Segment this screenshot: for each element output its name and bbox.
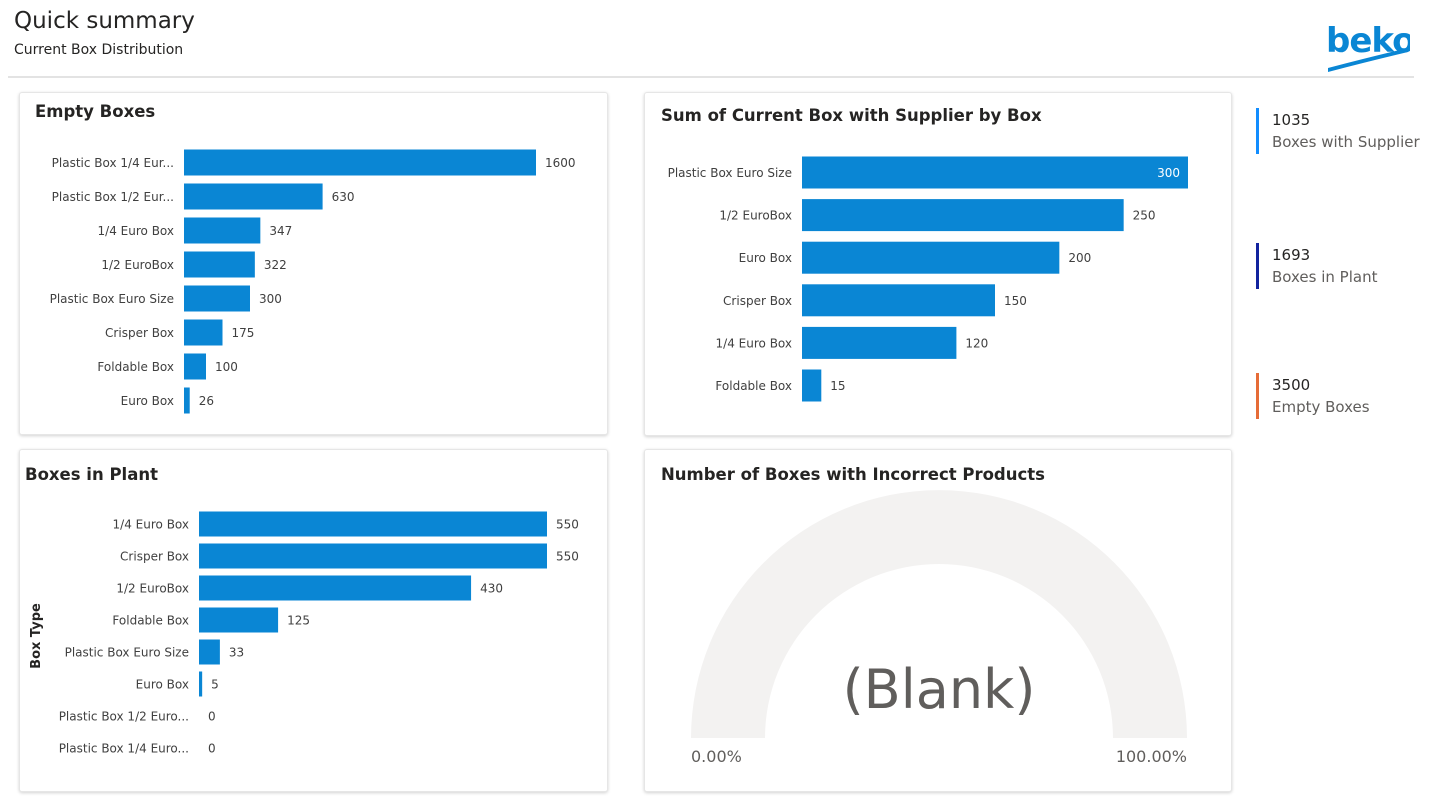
data-label: 0 [208,710,216,724]
bar[interactable] [184,183,323,210]
category-label: Plastic Box 1/2 Euro... [59,710,189,724]
bar[interactable] [184,285,250,312]
gauge-min-label: 0.00% [691,747,742,766]
category-label: Plastic Box 1/2 Eur... [52,190,174,204]
kpi-accent [1256,108,1259,154]
data-label: 250 [1133,209,1156,223]
svg-text:beko: beko [1326,21,1410,61]
data-label: 100 [215,360,238,374]
beko-logo: beko [1326,18,1415,76]
bar[interactable] [184,251,255,278]
category-label: Foldable Box [715,379,792,393]
boxes-in-plant-card[interactable]: Boxes in Plant 1/4 Euro Box 550 Crisper Bo… [19,449,608,792]
bar[interactable] [802,369,822,402]
data-label: 550 [556,518,579,532]
data-label: 430 [480,582,503,596]
gauge-max-label: 100.00% [1116,747,1187,766]
bar[interactable] [802,284,995,317]
incorrect-products-gauge: (Blank) 0.00% 100.00% [691,490,1187,766]
card-title: Sum of Current Box with Supplier by Box [661,106,1042,125]
bar[interactable] [199,639,220,665]
data-label: 15 [830,379,845,393]
card-title: Empty Boxes [35,102,156,121]
gauge-value: (Blank) [843,658,1036,721]
empty-boxes-chart: Plastic Box 1/4 Eur... 1600 Plastic Box 1/… [50,149,576,414]
category-label: 1/4 Euro Box [113,518,189,532]
bar[interactable] [199,607,279,633]
kpi-empty-boxes[interactable]: 3500 Empty Boxes [1256,373,1446,419]
data-label: 200 [1068,251,1091,265]
category-label: Crisper Box [105,326,174,340]
card-title: Number of Boxes with Incorrect Products [661,465,1045,484]
kpi-value: 1693 [1272,246,1311,264]
header-divider [8,76,1414,78]
category-label: Plastic Box 1/4 Eur... [52,156,174,170]
data-label: 300 [1157,166,1180,180]
data-label: 33 [229,646,244,660]
bar[interactable] [184,217,261,244]
data-label: 322 [264,258,287,272]
category-label: Euro Box [739,251,792,265]
kpi-label: Boxes with Supplier [1272,133,1420,151]
category-label: Plastic Box 1/4 Euro... [59,742,189,756]
category-label: Plastic Box Euro Size [50,292,174,306]
kpi-value: 1035 [1272,111,1311,129]
category-label: Plastic Box Euro Size [668,166,792,180]
category-label: Foldable Box [112,614,189,628]
data-label: 175 [232,326,255,340]
data-label: 300 [259,292,282,306]
bar[interactable] [199,511,547,537]
kpi-value: 3500 [1272,376,1311,394]
kpi-accent [1256,373,1259,419]
data-label: 1600 [545,156,576,170]
data-label: 0 [208,742,216,756]
data-label: 347 [269,224,292,238]
category-label: 1/4 Euro Box [716,336,792,350]
category-label: 1/4 Euro Box [98,224,174,238]
data-label: 120 [965,336,988,350]
kpi-label: Boxes in Plant [1272,268,1378,286]
bar[interactable] [199,671,203,697]
bar[interactable] [184,319,223,346]
category-label: 1/2 EuroBox [719,209,792,223]
category-label: Euro Box [121,394,174,408]
category-label: 1/2 EuroBox [116,582,189,596]
category-label: Foldable Box [97,360,174,374]
category-label: Plastic Box Euro Size [65,646,189,660]
empty-boxes-card[interactable]: Empty Boxes Plastic Box 1/4 Eur... 1600 Pl… [19,92,608,435]
data-label: 125 [287,614,310,628]
bar[interactable] [802,199,1124,232]
gauge-track [691,490,1187,738]
y-axis-label: Box Type [29,603,44,669]
card-title: Boxes in Plant [25,465,158,484]
bar[interactable] [802,156,1188,189]
data-label: 5 [211,678,219,692]
bar[interactable] [199,575,472,601]
kpi-boxes-in-plant[interactable]: 1693 Boxes in Plant [1256,243,1446,289]
supplier-boxes-card[interactable]: Sum of Current Box with Supplier by Box … [644,92,1232,436]
bar[interactable] [802,326,957,359]
supplier-boxes-chart: Plastic Box Euro Size 300 1/2 EuroBox 250 Eu… [668,156,1188,402]
category-label: Euro Box [136,678,189,692]
bar[interactable] [184,387,190,414]
data-label: 630 [332,190,355,204]
category-label: Crisper Box [120,550,189,564]
boxes-in-plant-chart: 1/4 Euro Box 550 Crisper Box 550 1/2 EuroBox… [29,511,579,756]
kpi-boxes-with-supplier[interactable]: 1035 Boxes with Supplier [1256,108,1446,154]
kpi-accent [1256,243,1259,289]
category-label: 1/2 EuroBox [101,258,174,272]
bar[interactable] [184,149,536,176]
kpi-label: Empty Boxes [1272,398,1370,416]
data-label: 150 [1004,294,1027,308]
incorrect-products-card[interactable]: Number of Boxes with Incorrect Products … [644,449,1232,792]
page-subtitle: Current Box Distribution [14,42,184,58]
data-label: 550 [556,550,579,564]
bar[interactable] [802,241,1060,274]
category-label: Crisper Box [723,294,792,308]
data-label: 26 [199,394,214,408]
page-title: Quick summary [14,8,195,34]
bar[interactable] [199,543,547,569]
bar[interactable] [184,353,206,380]
